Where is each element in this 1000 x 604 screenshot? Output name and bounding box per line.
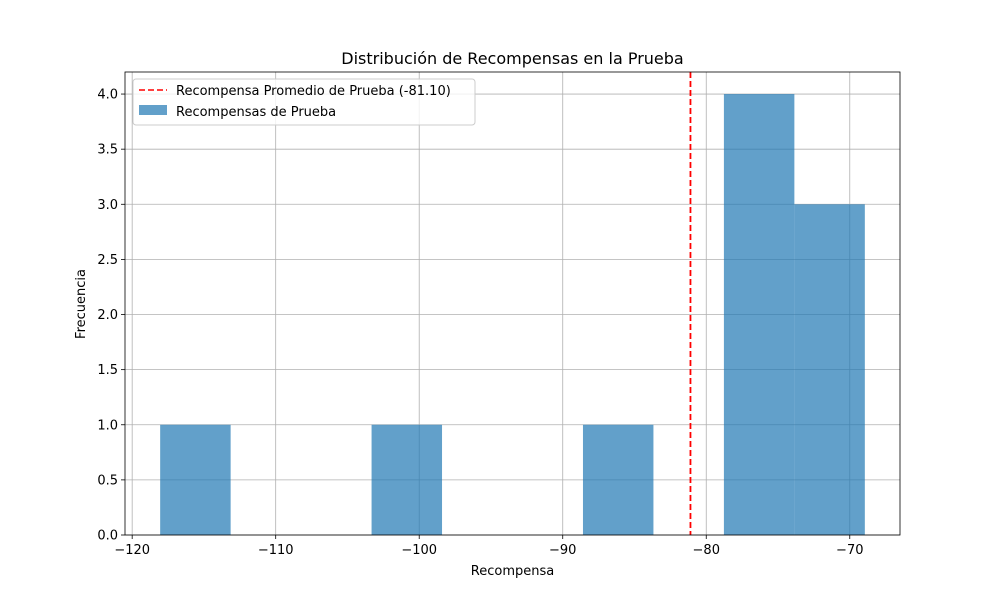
- x-tick-label: −90: [549, 543, 576, 558]
- legend: Recompensa Promedio de Prueba (-81.10) R…: [132, 78, 476, 126]
- y-axis-label: Frecuencia: [74, 269, 89, 339]
- x-tick-label: −70: [836, 543, 863, 558]
- x-tick-label: −100: [401, 543, 437, 558]
- plot-frame: [124, 71, 901, 536]
- y-tick-label: 2.5: [97, 253, 118, 268]
- x-tick-label: −120: [114, 543, 150, 558]
- y-tick-label: 3.0: [97, 198, 118, 213]
- y-tick-label: 4.0: [97, 88, 118, 103]
- chart-title: Distribución de Recompensas en la Prueba: [341, 49, 683, 68]
- histogram-bar: [371, 424, 443, 535]
- legend-histogram-label: Recompensas de Prueba: [176, 105, 336, 120]
- y-tick-label: 1.5: [97, 363, 118, 378]
- y-tick-label: 1.0: [97, 418, 118, 433]
- x-tick-label: −110: [258, 543, 294, 558]
- y-tick-label: 0.5: [97, 473, 118, 488]
- x-tick-label: −80: [693, 543, 720, 558]
- histogram-bar: [794, 204, 865, 536]
- histogram-bar: [160, 424, 231, 535]
- x-axis-ticks: −120 −110 −100 −90 −80 −70: [114, 535, 863, 558]
- y-axis-ticks: 0.0 0.5 1.0 1.5 2.0 2.5 3.0 3.5 4.0: [97, 88, 125, 544]
- legend-mean-line-label: Recompensa Promedio de Prueba (-81.10): [176, 84, 451, 99]
- y-tick-label: 0.0: [97, 529, 118, 544]
- histogram-bar: [582, 424, 654, 535]
- x-axis-label: Recompensa: [471, 564, 554, 579]
- y-tick-label: 3.5: [97, 143, 118, 158]
- histogram-bars: [160, 94, 865, 536]
- y-tick-label: 2.0: [97, 308, 118, 323]
- histogram-bar: [723, 94, 795, 536]
- legend-box: [132, 78, 476, 126]
- legend-histogram-swatch: [139, 105, 167, 115]
